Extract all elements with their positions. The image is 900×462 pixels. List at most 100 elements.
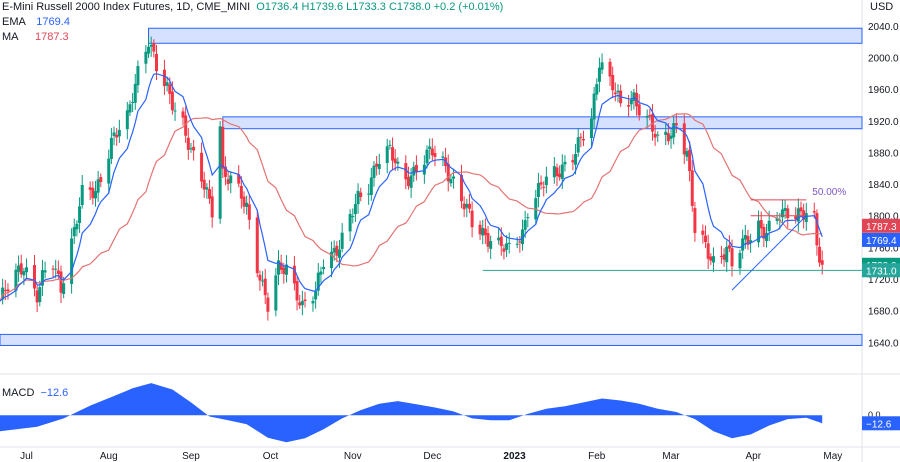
candle-body <box>709 256 713 261</box>
candle-body <box>536 183 540 198</box>
candle-body <box>393 158 397 164</box>
candle-body <box>611 75 615 91</box>
candle-body <box>247 204 251 220</box>
macd-pane <box>0 383 823 443</box>
candle-body <box>518 241 522 243</box>
candle-body <box>449 179 453 184</box>
candle-body <box>478 224 482 235</box>
candle-body <box>147 46 151 54</box>
candle-body <box>523 220 527 230</box>
candle-body <box>483 228 487 236</box>
ma-legend[interactable]: MA 1787.3 <box>2 31 69 43</box>
candle-body <box>14 269 18 291</box>
macd-badge-label: −12.6 <box>866 419 892 430</box>
candle-body <box>200 152 204 182</box>
time-tick-label: Sep <box>182 451 200 462</box>
candle-body <box>555 167 559 177</box>
candle-body <box>109 137 113 159</box>
time-tick-label: Nov <box>344 451 362 462</box>
candle-body <box>725 246 729 263</box>
candle-body <box>396 161 400 164</box>
time-tick-label: Mar <box>662 451 680 462</box>
candle-body <box>1 287 5 300</box>
ema-legend[interactable]: EMA 1769.4 <box>2 16 70 28</box>
candle-body <box>99 177 103 183</box>
candle-body <box>701 230 705 235</box>
candle-body <box>783 207 787 211</box>
candle-body <box>337 249 341 258</box>
candle-body <box>685 151 689 157</box>
candle-body <box>170 91 174 111</box>
candle-body <box>218 126 222 219</box>
candle-body <box>115 134 119 138</box>
candle-body <box>672 123 676 138</box>
candle-body <box>242 196 246 207</box>
candle-body <box>117 129 121 137</box>
candle-body <box>799 207 803 212</box>
candle-body <box>706 243 710 259</box>
candle-body <box>229 175 233 184</box>
candle-body <box>149 44 153 47</box>
trend-line <box>731 215 807 291</box>
candle-body <box>93 191 97 199</box>
candle-body <box>54 268 58 270</box>
candle-body <box>284 264 288 275</box>
candle-body <box>460 175 464 202</box>
price-tick-label: 1800.0 <box>868 212 899 223</box>
candle-body <box>786 208 790 219</box>
candle-body <box>812 211 816 213</box>
candle-body <box>727 245 731 249</box>
candle-body <box>746 235 750 245</box>
candle-body <box>704 235 708 243</box>
candle-body <box>539 182 543 185</box>
candle-body <box>292 265 296 284</box>
candle-body <box>462 203 466 210</box>
candle-body <box>526 217 530 219</box>
candle-body <box>414 164 418 173</box>
candle-body <box>391 147 395 161</box>
candle-body <box>319 271 323 275</box>
candle-body <box>741 238 745 251</box>
price-tick-label: 1840.0 <box>868 180 899 191</box>
candle-body <box>300 301 304 306</box>
ma-value: 1787.3 <box>34 31 69 43</box>
candle-body <box>263 278 267 296</box>
candle-body <box>332 247 336 253</box>
candle-body <box>664 131 668 135</box>
candle-body <box>560 164 564 180</box>
candle-body <box>91 187 95 199</box>
candle-body <box>762 227 766 239</box>
candle-body <box>295 281 299 301</box>
candle-body <box>168 84 172 94</box>
candle-body <box>59 271 63 293</box>
candle-body <box>648 115 652 117</box>
candle-body <box>388 144 392 146</box>
candle-body <box>128 104 132 113</box>
candle-body <box>571 160 575 163</box>
candle-body <box>452 176 456 179</box>
candle-body <box>433 153 437 157</box>
candle-body <box>32 265 36 289</box>
candle-body <box>595 84 599 95</box>
resistance-zone <box>222 116 863 130</box>
candle-body <box>133 83 137 103</box>
candle-body <box>356 190 360 205</box>
candle-body <box>189 148 193 150</box>
resistance-zone <box>0 333 863 346</box>
candle-body <box>348 213 352 232</box>
candle-body <box>592 93 596 120</box>
price-tick-label: 1880.0 <box>868 148 899 159</box>
candle-body <box>738 252 742 269</box>
candle-body <box>574 153 578 165</box>
time-axis[interactable]: Jul Aug Sep Oct Nov Dec 2023 Feb Mar Apr May <box>20 451 842 462</box>
price-axis[interactable]: 1640.0 1680.0 1720.0 1760.0 1800.0 1840.0 1880… <box>862 22 900 431</box>
candle-body <box>489 241 493 249</box>
candle-body <box>162 69 166 87</box>
candle-body <box>78 206 82 224</box>
candle-body <box>385 146 389 164</box>
candle-body <box>22 271 26 276</box>
macd-legend[interactable]: MACD −12.6 <box>2 387 68 399</box>
candle-body <box>428 146 432 150</box>
candle-body <box>131 102 135 104</box>
